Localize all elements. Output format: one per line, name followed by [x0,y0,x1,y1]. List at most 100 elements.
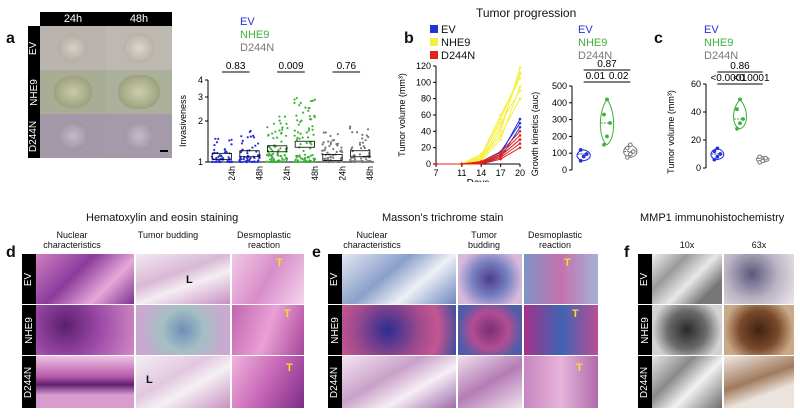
data-point [327,160,330,164]
data-point [210,160,213,164]
data-point [293,101,296,105]
violin-point [605,97,609,102]
data-point [245,157,249,160]
data-point [230,160,234,164]
line-point [499,121,502,125]
masson-image-ev-budding [458,254,522,304]
x-tick-label: 48h [365,166,375,180]
pvalue-label: <0.0001 [710,73,747,84]
data-point [311,128,314,131]
data-point [281,157,284,160]
data-point [336,133,339,136]
data-point [276,160,279,164]
data-point [248,130,251,134]
he-image-ev-desmo: T [232,254,304,304]
pvalue-label: 0.009 [278,61,303,72]
data-point [367,136,370,139]
data-point [238,158,241,161]
data-point [223,148,226,151]
tumor-volume-line-chart: 0 20 40 60 80 100 120 7 11 14 17 20 Days Tumor volume… [397,61,525,182]
line-point [479,161,483,164]
data-point [285,122,288,125]
data-point [306,136,310,139]
data-point [299,157,303,160]
data-point [274,130,277,133]
data-point [284,148,287,151]
pvalue-label: 0.01 [586,71,606,82]
legend-b-auc: EV NHE9 D244N [578,24,612,63]
data-point [227,160,230,163]
data-point [297,123,300,126]
growth-kinetics-chart: Growth kinetics (auc) 0 100 200 300 400 500 0.8… [530,59,638,176]
y-tick-label: 40 [421,126,431,136]
data-point [285,158,288,162]
tumor-volume-violin-chart: Tumor volume (mm³) 0 20 40 60 0.86<0.0001<0.0… [666,61,770,174]
median-box [350,150,371,158]
violin-d244n [623,144,638,158]
data-point [252,134,255,137]
ihc-image-nhe9-63x [724,305,794,355]
x-tick-label: 7 [433,168,438,178]
line-point [518,117,522,121]
violin-point [738,121,742,126]
data-point [364,160,367,163]
data-point [257,142,260,145]
line-point [499,138,502,141]
ihc-image-ev-63x [724,254,794,304]
y-tick-label: 400 [552,98,567,108]
ihc-image-d244n-10x [652,356,722,408]
x-tick-label: 14 [476,168,486,178]
data-point [326,151,329,154]
y-tick-label: 20 [421,143,431,153]
mark-e-t: T [564,257,571,269]
data-point [361,137,364,140]
data-point [296,136,299,139]
data-point [324,131,327,134]
data-point [217,160,221,164]
data-point [278,119,281,122]
row-label-nhe9: NHE9 [28,70,40,114]
y-axis-label: Tumor volume (mm³) [666,90,676,174]
data-point [294,158,297,161]
data-point [282,158,285,161]
data-point [312,157,315,160]
data-point [249,135,253,138]
data-point [240,142,244,145]
data-point [270,153,274,156]
panel-letter-c: c [654,30,663,47]
data-point [357,160,360,163]
data-point [351,146,354,149]
masson-image-nhe9-desmo: T [524,305,598,355]
legend-auc-nhe9: NHE9 [578,37,608,49]
row-label-e-d244n: D244N [328,356,342,408]
data-point [307,155,310,159]
data-point [267,133,270,136]
mark-t: T [276,257,283,269]
line-point [518,138,522,141]
data-point [267,152,270,155]
data-point [303,153,306,156]
data-point [350,148,353,151]
data-point [213,148,216,152]
data-point [359,157,363,160]
data-point [333,160,337,163]
data-point [367,160,370,163]
ihc-image-d244n-63x [724,356,794,408]
line-point [518,134,522,137]
violin-nhe9 [599,98,615,146]
y-tick-label: 300 [552,115,567,125]
data-point [299,101,302,105]
data-point [355,131,359,134]
data-point [224,150,228,153]
y-tick-label: 0 [696,163,701,173]
data-point [299,142,302,146]
data-point [349,158,352,162]
pvalue-label: 0.02 [609,71,629,82]
data-point [278,115,281,118]
legend-d244n: D244N [240,42,275,54]
line-point [518,85,522,88]
title-masson-stain: Masson's trichrome stain [382,212,504,224]
data-point [322,131,325,134]
col-label-e-desmo: Desmoplastic reaction [527,230,583,250]
violin-point [738,97,742,102]
